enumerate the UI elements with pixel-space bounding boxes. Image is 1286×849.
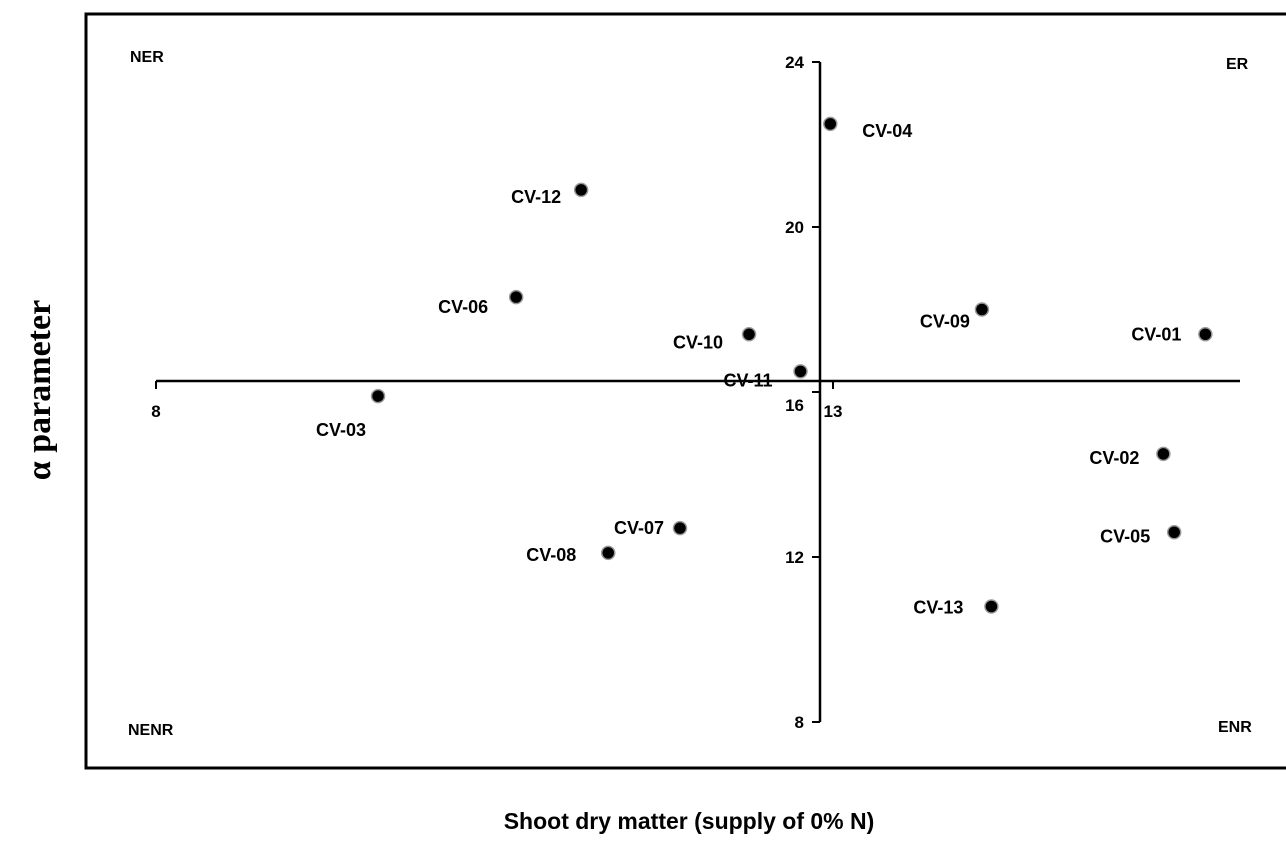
data-point-cv-02 (1156, 446, 1171, 462)
y-tick-label: 8 (795, 713, 804, 732)
axis-ticks: 8 13 8 12 16 20 24 (151, 53, 842, 732)
data-label-cv-07: CV-07 (614, 518, 664, 538)
data-point-cv-05 (1166, 525, 1182, 540)
data-label-cv-01: CV-01 (1131, 324, 1181, 344)
chart-frame (84, 12, 1286, 770)
data-point-cv-12 (573, 182, 589, 198)
data-label-cv-13: CV-13 (913, 598, 963, 618)
data-point-cv-13 (984, 599, 999, 614)
data-point-cv-03 (370, 388, 386, 404)
data-label-cv-12: CV-12 (511, 187, 561, 207)
data-label-cv-11: CV-11 (723, 370, 772, 390)
quadrant-label-er: ER (1226, 56, 1249, 73)
data-label-cv-05: CV-05 (1100, 526, 1150, 546)
x-tick-label: 8 (151, 402, 160, 421)
data-point-cv-07 (672, 520, 688, 536)
y-axis-title: α parameter (21, 300, 58, 480)
y-tick-label: 12 (785, 548, 804, 567)
data-point-cv-06 (508, 289, 524, 305)
data-point-cv-11 (793, 364, 808, 379)
data-label-cv-06: CV-06 (438, 297, 488, 317)
data-point-cv-04 (823, 116, 838, 132)
quadrant-label-ner: NER (130, 49, 164, 66)
data-label-cv-08: CV-08 (526, 545, 576, 565)
quadrant-label-nenr: NENR (128, 722, 174, 739)
y-tick-label: 16 (785, 396, 804, 415)
data-point-cv-08 (600, 545, 616, 561)
y-tick-label: 24 (785, 53, 804, 72)
data-point-cv-10 (741, 327, 757, 342)
data-label-cv-02: CV-02 (1089, 448, 1139, 468)
x-axis-title: Shoot dry matter (supply of 0% N) (504, 808, 875, 834)
data-label-cv-10: CV-10 (673, 332, 723, 352)
data-label-cv-04: CV-04 (862, 121, 912, 141)
y-tick-label: 20 (785, 218, 804, 237)
quadrant-label-enr: ENR (1218, 719, 1252, 736)
x-tick-label: 13 (824, 402, 843, 421)
data-point-cv-09 (974, 302, 990, 317)
data-points: CV-01 CV-02 CV-03 CV-04 CV-05 CV-06 CV-07 CV-08… (316, 116, 1213, 618)
data-label-cv-03: CV-03 (316, 420, 366, 440)
data-point-cv-01 (1198, 327, 1213, 342)
data-label-cv-09: CV-09 (920, 312, 970, 332)
